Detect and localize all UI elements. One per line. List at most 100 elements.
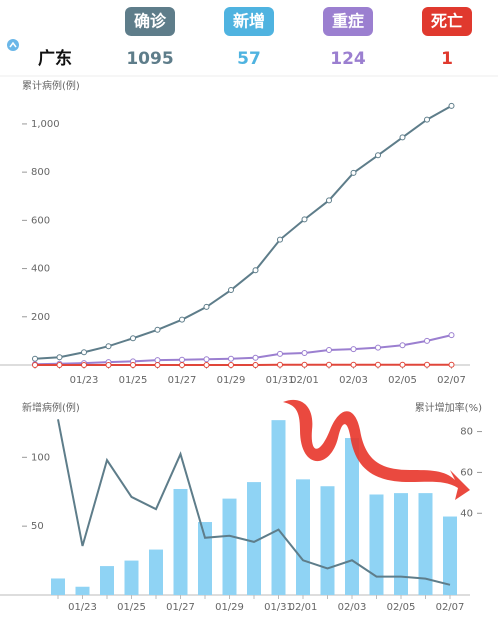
point — [105, 362, 112, 368]
bar — [369, 494, 384, 595]
stat-label: 死亡 — [431, 12, 463, 31]
point — [252, 267, 259, 274]
x-tick-label: 02/01 — [289, 602, 318, 613]
stat-badge — [125, 7, 175, 36]
point — [130, 362, 136, 368]
point — [154, 326, 161, 333]
x-tick-label: 01/27 — [166, 602, 195, 613]
x-tick-label: 02/05 — [387, 602, 416, 613]
stats: 确诊 1095 新增 57 重症 124 死亡 1 — [125, 7, 472, 69]
x-tick-label: 02/03 — [338, 602, 367, 613]
point — [326, 347, 332, 354]
point — [81, 362, 87, 368]
point — [424, 337, 430, 344]
stat-value: 124 — [330, 49, 366, 69]
y-tick-label: 600 — [31, 215, 50, 226]
point — [326, 361, 332, 368]
bar — [418, 493, 433, 595]
point — [81, 349, 87, 356]
point — [154, 362, 161, 368]
collapse-arrow — [9, 41, 17, 48]
x-tick-label: 02/07 — [437, 375, 466, 386]
point — [424, 116, 430, 123]
point — [399, 361, 406, 368]
y2-tick-label: 40 — [460, 508, 473, 519]
x-tick-label: 01/29 — [217, 375, 246, 386]
point — [399, 134, 406, 141]
x-tick-label: 01/31 — [264, 602, 293, 613]
point — [252, 354, 259, 361]
bar — [198, 522, 212, 595]
stat-value: 1095 — [126, 49, 173, 69]
bar — [51, 578, 65, 595]
y-tick-label: 100 — [31, 452, 50, 463]
point — [32, 355, 38, 362]
stat-value: 57 — [237, 49, 261, 69]
point — [228, 355, 234, 362]
stat-label: 重症 — [332, 12, 364, 31]
point — [277, 236, 283, 243]
bar — [443, 516, 457, 595]
chart: 新增病例(例) 累计增加率(%) 50 100 40 60 80 01/23 01/25 01/2… — [0, 401, 482, 613]
stat-badge — [323, 7, 373, 36]
y2-tick-label: 80 — [460, 427, 473, 438]
stat-badge — [224, 7, 274, 36]
bar — [247, 482, 261, 595]
y-tick-label: 400 — [31, 264, 50, 275]
x-tick-label: 02/01 — [290, 375, 319, 386]
point — [375, 361, 381, 368]
x-tick-label: 01/25 — [119, 375, 148, 386]
y-tick-label: 200 — [31, 312, 50, 323]
point — [56, 354, 63, 361]
bar — [296, 479, 310, 595]
point — [203, 356, 210, 363]
y-axis-title: 累计病例(例) — [22, 79, 80, 92]
bar — [320, 486, 335, 595]
x-tick-label: 01/31 — [266, 375, 295, 386]
y-axis-title: 新增病例(例) — [22, 401, 80, 414]
y2-axis-title: 累计增加率(%) — [415, 401, 482, 414]
x-tick-label: 02/05 — [388, 375, 417, 386]
region: 广东 — [38, 48, 72, 69]
line — [57, 419, 451, 586]
bar — [394, 493, 408, 595]
point — [301, 216, 308, 223]
stat-label: 新增 — [233, 12, 265, 31]
x-tick-label: 01/25 — [117, 602, 146, 613]
bar — [75, 586, 90, 595]
point — [56, 362, 63, 368]
line — [34, 334, 452, 366]
point — [350, 361, 357, 368]
point — [277, 361, 283, 368]
point — [228, 287, 234, 294]
point — [130, 335, 136, 342]
point — [252, 362, 259, 368]
point — [301, 349, 308, 356]
point — [350, 169, 357, 176]
point — [277, 350, 283, 357]
point — [179, 356, 185, 363]
charts: 累计病例(例) 200 400 600 800 1,000 01/23 01/25 01/27 0… — [0, 79, 482, 613]
point — [301, 361, 308, 368]
point — [350, 346, 357, 353]
x-tick-label: 01/23 — [68, 602, 97, 613]
point — [179, 316, 185, 323]
stat-badge — [422, 7, 472, 36]
point — [448, 102, 455, 109]
point — [179, 362, 185, 368]
point — [154, 357, 161, 364]
bar — [100, 566, 114, 595]
point — [203, 362, 210, 368]
point — [375, 152, 381, 159]
stat-label: 确诊 — [134, 12, 167, 31]
point — [203, 303, 210, 310]
point — [375, 344, 381, 351]
point — [448, 361, 455, 368]
bar — [271, 420, 286, 595]
x-tick-label: 02/03 — [339, 375, 368, 386]
bar — [222, 498, 237, 595]
collapse-icon[interactable] — [7, 39, 19, 51]
point — [448, 332, 455, 339]
y-tick-label: 1,000 — [31, 119, 60, 130]
